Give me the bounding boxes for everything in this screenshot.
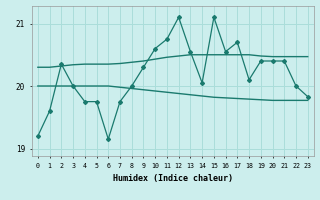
X-axis label: Humidex (Indice chaleur): Humidex (Indice chaleur) — [113, 174, 233, 184]
